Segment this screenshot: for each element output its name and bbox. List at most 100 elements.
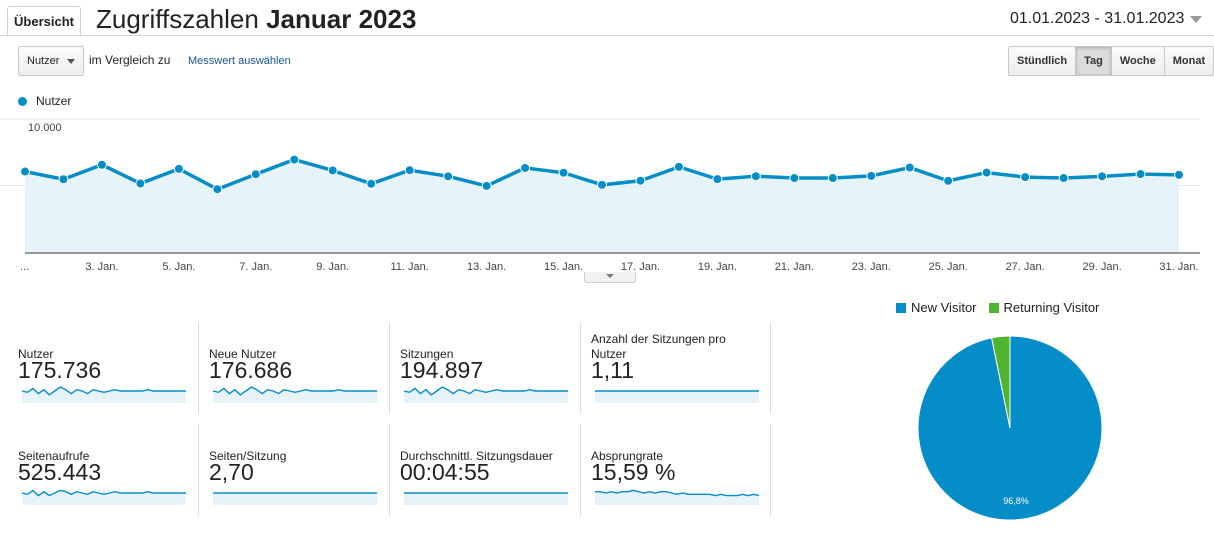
data-point[interactable] xyxy=(404,165,415,176)
sparkline-line xyxy=(212,386,377,396)
pie-slice-returning-visitor[interactable] xyxy=(991,335,1011,429)
metric-tile[interactable]: Durchschnittl. Sitzungsdauer 00:04:55 xyxy=(400,424,571,514)
granularity-tag-button[interactable]: Tag xyxy=(1075,47,1111,75)
x-tick-label: 31. Jan. xyxy=(1159,261,1198,272)
data-point[interactable] xyxy=(1097,171,1108,182)
sparkline-fill xyxy=(595,490,759,505)
metric-sparkline xyxy=(404,492,568,505)
data-point[interactable] xyxy=(443,171,454,182)
metric-value: 176.686 xyxy=(209,357,293,383)
page-title-period: Januar 2023 xyxy=(266,4,417,34)
pie-legend-item[interactable]: Returning Visitor xyxy=(988,300,1100,315)
metric-tile[interactable]: Absprungrate 15,59 % xyxy=(591,424,762,514)
tile-divider xyxy=(389,424,390,516)
data-point[interactable] xyxy=(673,161,684,172)
granularity-monat-button[interactable]: Monat xyxy=(1163,47,1214,75)
sparkline-fill xyxy=(213,493,377,505)
x-tick-label: 9. Jan. xyxy=(316,261,349,272)
y-tick-label: 10.000 xyxy=(28,122,62,134)
sparkline-line xyxy=(595,489,760,497)
metric-sparkline xyxy=(403,386,568,403)
data-point[interactable] xyxy=(520,162,531,173)
date-range-caret-icon[interactable] xyxy=(1190,16,1202,23)
tile-divider xyxy=(198,322,199,414)
pie-slice-label: 96,8% xyxy=(1003,496,1029,506)
data-point[interactable] xyxy=(212,184,223,195)
tab-overview[interactable]: Übersicht xyxy=(7,6,81,36)
data-point[interactable] xyxy=(943,175,954,186)
x-tick-label: 21. Jan. xyxy=(775,261,814,272)
x-tick-label: 3. Jan. xyxy=(85,261,118,272)
data-point[interactable] xyxy=(481,180,492,191)
x-tick-label: 29. Jan. xyxy=(1082,261,1121,272)
sparkline-fill xyxy=(404,493,568,505)
data-point[interactable] xyxy=(289,154,300,165)
metric-tile[interactable]: Neue Nutzer 176.686 xyxy=(209,322,380,412)
data-point[interactable] xyxy=(1020,172,1031,183)
metric-value: 1,11 xyxy=(591,357,635,383)
data-point[interactable] xyxy=(366,178,377,189)
page-title: Zugriffszahlen Januar 2023 xyxy=(96,4,416,34)
metric-sparkline xyxy=(21,386,186,403)
metric-value: 175.736 xyxy=(18,357,102,383)
data-point[interactable] xyxy=(20,166,30,177)
metric-label: Seiten/Sitzung xyxy=(209,449,287,463)
metric-tile[interactable]: Seitenaufrufe 525.443 xyxy=(18,424,189,514)
data-point[interactable] xyxy=(750,171,761,182)
compare-metric-link[interactable]: Messwert auswählen xyxy=(188,55,291,67)
sparkline-fill xyxy=(404,387,568,403)
metric-tile[interactable]: Nutzer 175.736 xyxy=(18,322,189,412)
data-point[interactable] xyxy=(250,169,261,180)
metric-label: Durchschnittl. Sitzungsdauer xyxy=(400,449,553,463)
data-point[interactable] xyxy=(866,170,877,181)
series-legend-dot xyxy=(18,97,27,106)
metric-value: 2,70 xyxy=(209,459,254,485)
chart-collapse-handle[interactable] xyxy=(584,272,636,283)
series-legend-label[interactable]: Nutzer xyxy=(36,94,72,108)
chart-area-fill xyxy=(25,159,1179,252)
data-point[interactable] xyxy=(597,179,607,190)
metric-label: Absprungrate xyxy=(591,449,664,463)
data-point[interactable] xyxy=(558,167,569,178)
data-point[interactable] xyxy=(1135,169,1146,180)
granularity-stndlich-button[interactable]: Stündlich xyxy=(1009,47,1076,75)
data-point[interactable] xyxy=(1058,173,1069,184)
users-line-chart: 10.0005.000...3. Jan.5. Jan.7. Jan.9. Ja… xyxy=(0,118,1200,272)
pie-legend-label: New Visitor xyxy=(911,300,977,315)
x-tick-label: 7. Jan. xyxy=(239,261,272,272)
sparkline-fill xyxy=(213,387,377,403)
data-point[interactable] xyxy=(96,159,107,170)
data-point[interactable] xyxy=(981,167,992,178)
data-point[interactable] xyxy=(135,178,146,189)
metric-sparkline xyxy=(21,489,186,505)
metric-tile[interactable]: Anzahl der Sitzungen pro Nutzer 1,11 xyxy=(591,322,762,412)
metric-sparkline xyxy=(595,390,759,403)
metric-tile[interactable]: Seiten/Sitzung 2,70 xyxy=(209,424,380,514)
data-point[interactable] xyxy=(827,173,838,184)
x-tick-label: 17. Jan. xyxy=(621,261,660,272)
metric-select[interactable]: Nutzer xyxy=(18,46,84,76)
sparkline-line xyxy=(21,386,186,396)
x-tick-label: 5. Jan. xyxy=(162,261,195,272)
x-tick-label: 27. Jan. xyxy=(1006,261,1045,272)
data-point[interactable] xyxy=(327,165,338,176)
data-point[interactable] xyxy=(712,174,723,185)
granularity-woche-button[interactable]: Woche xyxy=(1110,47,1164,75)
sparkline-line xyxy=(403,386,568,396)
header-divider xyxy=(0,35,1214,36)
pie-legend-label: Returning Visitor xyxy=(1003,300,1100,315)
data-point[interactable] xyxy=(173,163,184,174)
metric-tile[interactable]: Sitzungen 194.897 xyxy=(400,322,571,412)
data-point[interactable] xyxy=(904,162,915,173)
pie-legend-item[interactable]: New Visitor xyxy=(896,300,977,315)
data-point[interactable] xyxy=(789,173,800,184)
date-range-picker[interactable]: 01.01.2023 - 31.01.2023 xyxy=(1010,10,1185,27)
legend-swatch xyxy=(896,303,906,313)
sparkline-fill xyxy=(595,391,759,403)
metric-label: Nutzer xyxy=(18,347,54,361)
data-point[interactable] xyxy=(635,175,646,186)
metric-label: Seitenaufrufe xyxy=(18,449,90,463)
data-point[interactable] xyxy=(1174,169,1184,180)
data-point[interactable] xyxy=(58,174,69,185)
chevron-down-icon xyxy=(67,59,75,64)
